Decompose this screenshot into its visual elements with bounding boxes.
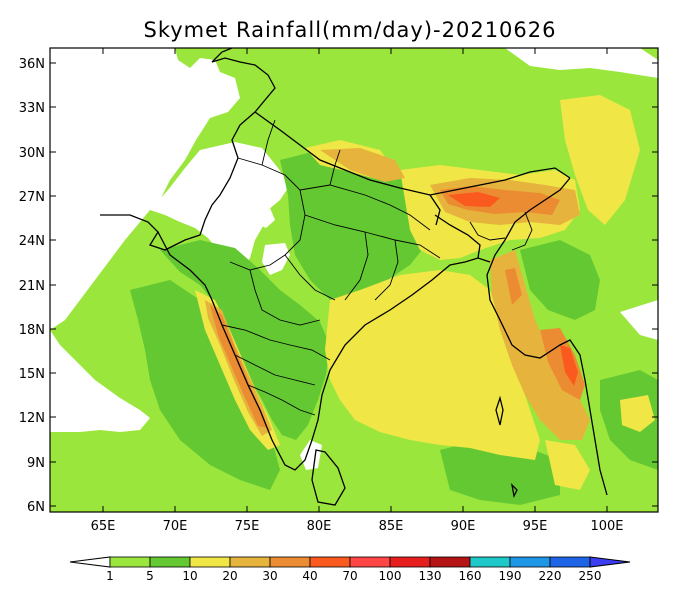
- colorbar-swatch: [189, 556, 231, 568]
- colorbar-swatch: [109, 556, 151, 568]
- map-title: Skymet Rainfall(mm/day)-20210626: [143, 18, 557, 42]
- colorbar: 1 5 10 20 30 40 70 100 130 160 190 220 2…: [69, 556, 631, 583]
- colorbar-label: 10: [182, 569, 197, 583]
- colorbar-swatch: [469, 556, 511, 568]
- lat-label: 27N: [19, 190, 45, 205]
- rain-orange-chittagong: [505, 268, 522, 305]
- colorbar-swatch: [269, 556, 311, 568]
- lat-label: 24N: [19, 234, 45, 249]
- colorbar-swatch: [149, 556, 191, 568]
- colorbar-swatch: [549, 556, 591, 568]
- rain-orange-light-nepal: [320, 148, 405, 182]
- lon-label: 75E: [235, 519, 260, 534]
- colorbar-swatch: [429, 556, 471, 568]
- colorbar-label: 70: [342, 569, 357, 583]
- lat-label: 30N: [19, 146, 45, 161]
- colorbar-label: 1: [106, 569, 114, 583]
- rain-yellow-east: [620, 395, 655, 432]
- no-rain-rajasthan: [150, 142, 290, 270]
- colorbar-swatch: [229, 556, 271, 568]
- lat-label: 15N: [19, 367, 45, 382]
- lat-label: 18N: [19, 323, 45, 338]
- no-rain-patch-tn: [300, 440, 322, 470]
- lon-label: 65E: [91, 519, 116, 534]
- map-area: [50, 47, 658, 512]
- no-rain-southwest: [50, 330, 150, 432]
- lon-label: 70E: [163, 519, 188, 534]
- rain-green-myanmar: [520, 240, 600, 320]
- map-frame: [49, 47, 659, 513]
- rain-green-peninsula: [160, 240, 330, 440]
- colorbar-label: 40: [302, 569, 317, 583]
- lat-label: 12N: [19, 411, 45, 426]
- colorbar-high-triangle: [589, 556, 631, 568]
- rain-green-arabian: [130, 280, 280, 490]
- no-rain-patch-up: [255, 208, 275, 228]
- no-rain-patch-mp: [262, 243, 290, 275]
- colorbar-label: 130: [419, 569, 442, 583]
- colorbar-swatch: [389, 556, 431, 568]
- lon-label: 85E: [379, 519, 404, 534]
- rain-yellow-china: [560, 95, 640, 225]
- country-borders: [100, 47, 608, 506]
- colorbar-label: 220: [539, 569, 562, 583]
- colorbar-swatch: [309, 556, 351, 568]
- colorbar-label: 20: [222, 569, 237, 583]
- rain-red-assam: [448, 192, 500, 207]
- lon-label: 80E: [307, 519, 332, 534]
- colorbar-label: 30: [262, 569, 277, 583]
- rain-red-myanmar: [560, 345, 578, 386]
- colorbar-label: 100: [379, 569, 402, 583]
- no-rain-northeast: [505, 48, 658, 78]
- no-rain-east-edge: [620, 300, 658, 340]
- colorbar-label: 190: [499, 569, 522, 583]
- colorbar-swatch: [349, 556, 391, 568]
- lat-label: 33N: [19, 101, 45, 116]
- colorbar-label: 5: [146, 569, 154, 583]
- lon-label: 100E: [590, 519, 623, 534]
- colorbar-label: 160: [459, 569, 482, 583]
- lat-label: 6N: [27, 500, 45, 515]
- rain-yellow-andaman: [545, 440, 590, 490]
- colorbar-low-triangle: [69, 556, 111, 568]
- colorbar-label: 250: [579, 569, 602, 583]
- lon-ticks: 65E 70E 75E 80E 85E 90E 95E 100E: [91, 48, 624, 534]
- lat-ticks: 36N 33N 30N 27N 24N 21N 18N 15N 12N 9N 6…: [19, 57, 658, 515]
- lon-label: 95E: [523, 519, 548, 534]
- lat-label: 9N: [27, 456, 45, 471]
- no-rain-west: [50, 48, 240, 330]
- state-borders: [221, 119, 533, 416]
- lat-label: 36N: [19, 57, 45, 72]
- lon-label: 90E: [451, 519, 476, 534]
- colorbar-swatch: [509, 556, 551, 568]
- lat-label: 21N: [19, 279, 45, 294]
